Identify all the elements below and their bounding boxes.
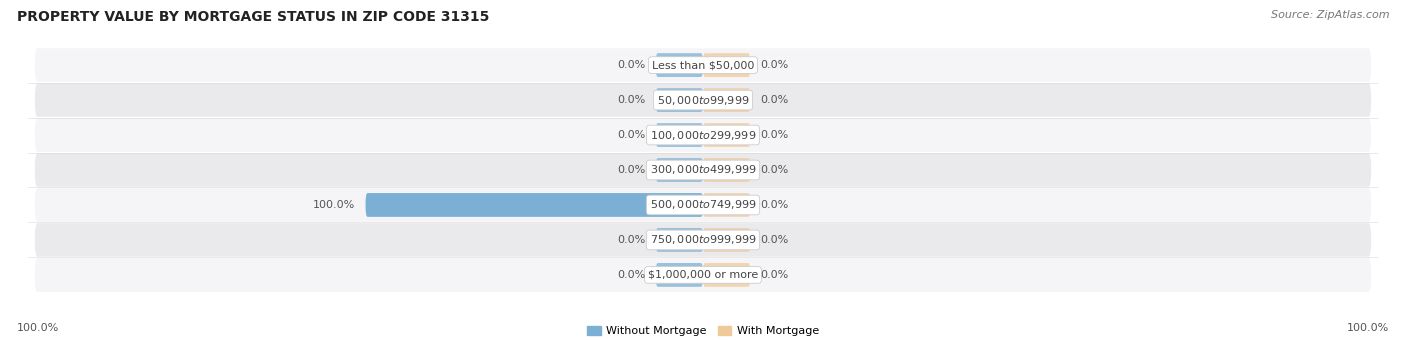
FancyBboxPatch shape	[35, 48, 1371, 82]
Text: $1,000,000 or more: $1,000,000 or more	[648, 270, 758, 280]
Text: Less than $50,000: Less than $50,000	[652, 60, 754, 70]
FancyBboxPatch shape	[35, 153, 1371, 187]
Text: 0.0%: 0.0%	[617, 235, 645, 245]
Text: 0.0%: 0.0%	[761, 235, 789, 245]
Text: $100,000 to $299,999: $100,000 to $299,999	[650, 129, 756, 141]
Text: $500,000 to $749,999: $500,000 to $749,999	[650, 199, 756, 211]
FancyBboxPatch shape	[703, 158, 751, 182]
Text: 0.0%: 0.0%	[617, 270, 645, 280]
Text: 100.0%: 100.0%	[1347, 323, 1389, 333]
FancyBboxPatch shape	[366, 193, 703, 217]
FancyBboxPatch shape	[655, 123, 703, 147]
FancyBboxPatch shape	[35, 188, 1371, 222]
Text: 0.0%: 0.0%	[761, 165, 789, 175]
Text: $300,000 to $499,999: $300,000 to $499,999	[650, 164, 756, 176]
Text: 0.0%: 0.0%	[761, 200, 789, 210]
FancyBboxPatch shape	[35, 118, 1371, 152]
FancyBboxPatch shape	[655, 228, 703, 252]
Text: $50,000 to $99,999: $50,000 to $99,999	[657, 94, 749, 106]
Text: 0.0%: 0.0%	[617, 60, 645, 70]
FancyBboxPatch shape	[35, 223, 1371, 257]
Text: 0.0%: 0.0%	[761, 130, 789, 140]
Text: 0.0%: 0.0%	[617, 130, 645, 140]
Text: 0.0%: 0.0%	[761, 60, 789, 70]
Legend: Without Mortgage, With Mortgage: Without Mortgage, With Mortgage	[582, 321, 824, 340]
Text: 0.0%: 0.0%	[617, 165, 645, 175]
Text: PROPERTY VALUE BY MORTGAGE STATUS IN ZIP CODE 31315: PROPERTY VALUE BY MORTGAGE STATUS IN ZIP…	[17, 10, 489, 24]
FancyBboxPatch shape	[35, 258, 1371, 292]
Text: $750,000 to $999,999: $750,000 to $999,999	[650, 234, 756, 246]
FancyBboxPatch shape	[655, 53, 703, 77]
FancyBboxPatch shape	[655, 88, 703, 112]
FancyBboxPatch shape	[703, 228, 751, 252]
FancyBboxPatch shape	[703, 193, 751, 217]
Text: 100.0%: 100.0%	[17, 323, 59, 333]
FancyBboxPatch shape	[655, 263, 703, 287]
FancyBboxPatch shape	[703, 123, 751, 147]
FancyBboxPatch shape	[703, 263, 751, 287]
FancyBboxPatch shape	[703, 88, 751, 112]
Text: 100.0%: 100.0%	[314, 200, 356, 210]
Text: 0.0%: 0.0%	[761, 270, 789, 280]
FancyBboxPatch shape	[655, 158, 703, 182]
Text: 0.0%: 0.0%	[617, 95, 645, 105]
Text: 0.0%: 0.0%	[761, 95, 789, 105]
Text: Source: ZipAtlas.com: Source: ZipAtlas.com	[1271, 10, 1389, 20]
FancyBboxPatch shape	[703, 53, 751, 77]
FancyBboxPatch shape	[35, 83, 1371, 117]
